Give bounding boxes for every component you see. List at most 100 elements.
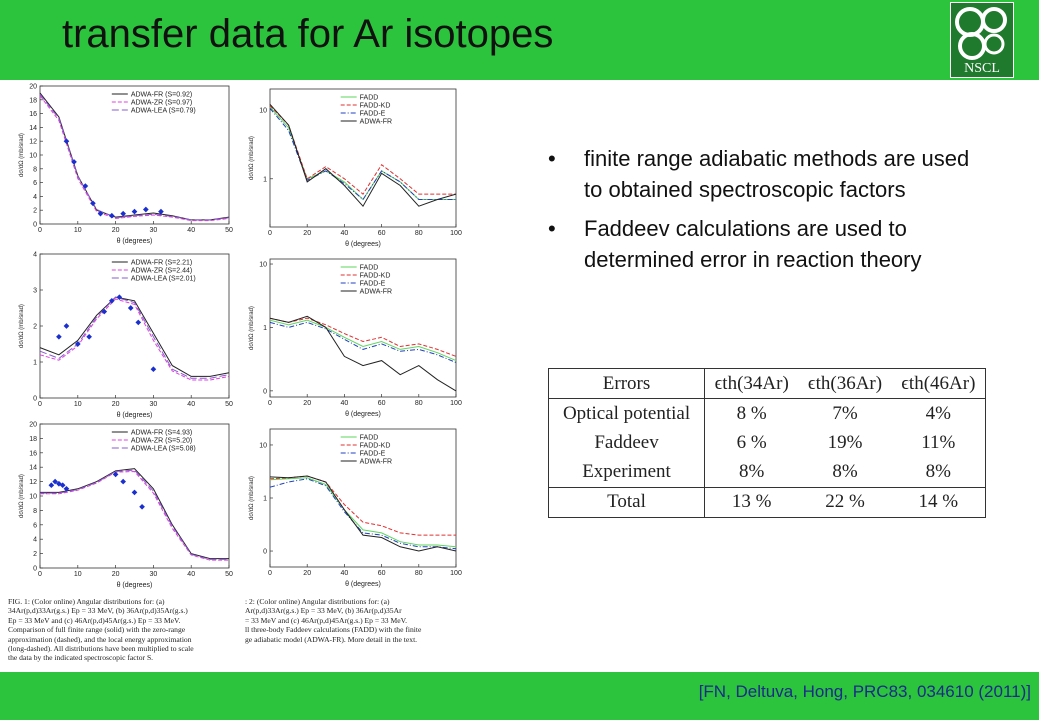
- x-tick-label: 20: [303, 570, 311, 577]
- y-tick-label: 1: [263, 176, 267, 183]
- y-tick-label: 1: [263, 496, 267, 503]
- logo: NSCL: [950, 2, 1014, 78]
- table-row: Errors ϵth(34Ar) ϵth(36Ar) ϵth(46Ar): [548, 368, 986, 400]
- x-tick-label: 0: [268, 400, 272, 407]
- caption-line: FIG. 1: (Color online) Angular distribut…: [8, 597, 165, 606]
- data-point: [48, 482, 55, 489]
- plot-frame: [269, 258, 457, 398]
- bullet: Faddeev calculations are used to determi…: [548, 213, 978, 275]
- table-cell: ϵth(36Ar): [798, 368, 892, 400]
- series-line: [40, 470, 229, 561]
- x-tick-label: 10: [74, 571, 82, 578]
- series-line: [269, 103, 457, 208]
- x-tick-label: 20: [303, 230, 311, 237]
- y-tick-label: 0: [33, 566, 37, 573]
- table-cell: ϵth(34Ar): [704, 368, 799, 400]
- series-line: [40, 468, 229, 560]
- legend-label: FADD-E: [360, 451, 386, 458]
- legend-label: ADWA-FR: [360, 459, 392, 466]
- table-cell: 8%: [925, 461, 951, 483]
- table-cell: 11%: [921, 431, 956, 453]
- footer-bar: [0, 672, 1039, 720]
- x-tick-label: 0: [268, 570, 272, 577]
- table-cell: 8 %: [736, 402, 767, 424]
- x-tick-label: 60: [378, 400, 386, 407]
- y-tick-label: 10: [259, 107, 267, 114]
- data-point: [108, 212, 115, 219]
- slide-title: transfer data for Ar isotopes: [62, 12, 554, 56]
- x-tick-label: 100: [450, 230, 462, 237]
- legend-label: FADD-E: [360, 111, 386, 118]
- x-tick-label: 50: [225, 401, 233, 408]
- bullet: finite range adiabatic methods are used …: [548, 143, 978, 205]
- y-tick-label: 4: [33, 252, 37, 259]
- table-cell: 13 %: [704, 486, 799, 518]
- caption-line: ge adiabatic model (ADWA-FR). More detai…: [245, 634, 418, 644]
- y-tick-label: 16: [29, 111, 37, 118]
- series-line: [39, 296, 230, 377]
- logo-text: NSCL: [964, 61, 1000, 76]
- y-axis-label: dσ/dΩ (mb/srad): [19, 133, 25, 177]
- legend-label: FADD: [360, 265, 379, 272]
- x-tick-label: 40: [341, 400, 349, 407]
- y-tick-label: 4: [33, 537, 37, 544]
- y-tick-label: 1: [263, 325, 267, 332]
- caption-line: = 33 MeV and (c) 46Ar(p,d)45Ar(g.s.) Ep …: [245, 615, 408, 625]
- caption-line: ll three-body Faddeev calculations (FADD…: [245, 625, 422, 635]
- x-tick-label: 20: [112, 227, 120, 234]
- x-tick-label: 20: [112, 401, 120, 408]
- table-row: Total 13 % 22 % 14 %: [548, 486, 986, 518]
- x-tick-label: 20: [112, 571, 120, 578]
- x-tick-label: 30: [150, 401, 158, 408]
- y-tick-label: 10: [259, 442, 267, 449]
- data-point: [82, 183, 89, 189]
- y-tick-label: 12: [29, 479, 37, 486]
- table-cell: 22 %: [798, 486, 892, 518]
- y-tick-label: 2: [33, 324, 37, 331]
- y-axis-label: dσ/dΩ (mb/srad): [249, 136, 255, 180]
- legend-label: ADWA-FR: [360, 119, 392, 126]
- table-cell: 8%: [832, 461, 858, 483]
- x-tick-label: 80: [415, 400, 423, 407]
- x-tick-label: 60: [378, 230, 386, 237]
- data-point: [139, 503, 145, 510]
- series-line: [269, 477, 457, 548]
- y-tick-label: 16: [29, 450, 37, 457]
- x-tick-label: 10: [74, 401, 82, 408]
- data-point: [63, 323, 70, 329]
- series-line: [269, 478, 457, 550]
- data-point: [127, 305, 134, 311]
- x-axis-label: θ (degrees): [345, 581, 381, 588]
- x-tick-label: 100: [450, 570, 462, 577]
- caption-line: 34Ar(p,d)33Ar(g.s.) Ep = 33 MeV, (b) 36A…: [8, 606, 188, 616]
- y-tick-label: 12: [29, 139, 37, 146]
- data-point: [120, 478, 126, 485]
- legend-label: FADD: [360, 435, 379, 442]
- table-cell: 7%: [832, 402, 858, 424]
- table-cell: Errors: [548, 368, 706, 400]
- x-tick-label: 40: [341, 570, 349, 577]
- y-tick-label: 20: [29, 84, 37, 91]
- table-cell: Experiment: [548, 457, 706, 488]
- y-tick-label: 10: [259, 262, 267, 269]
- x-tick-label: 50: [225, 571, 233, 578]
- x-tick-label: 10: [74, 227, 82, 234]
- y-tick-label: 18: [29, 436, 37, 443]
- x-tick-label: 0: [38, 401, 42, 408]
- x-tick-label: 50: [225, 227, 233, 234]
- x-tick-label: 100: [450, 400, 462, 407]
- table-row: Optical potential 8 % 7% 4%: [548, 398, 986, 429]
- data-point: [86, 333, 92, 340]
- table-cell: 8%: [739, 461, 765, 483]
- y-tick-label: 0: [33, 222, 37, 229]
- legend-label: ADWA-ZR (S=2.44): [131, 268, 192, 275]
- legend-label: FADD-E: [360, 281, 386, 288]
- series-line: [269, 321, 457, 363]
- series-line: [269, 475, 456, 536]
- header-bar: [0, 0, 1039, 80]
- caption-line: : 2: (Color online) Angular distribution…: [245, 597, 390, 606]
- y-tick-label: 10: [29, 153, 37, 160]
